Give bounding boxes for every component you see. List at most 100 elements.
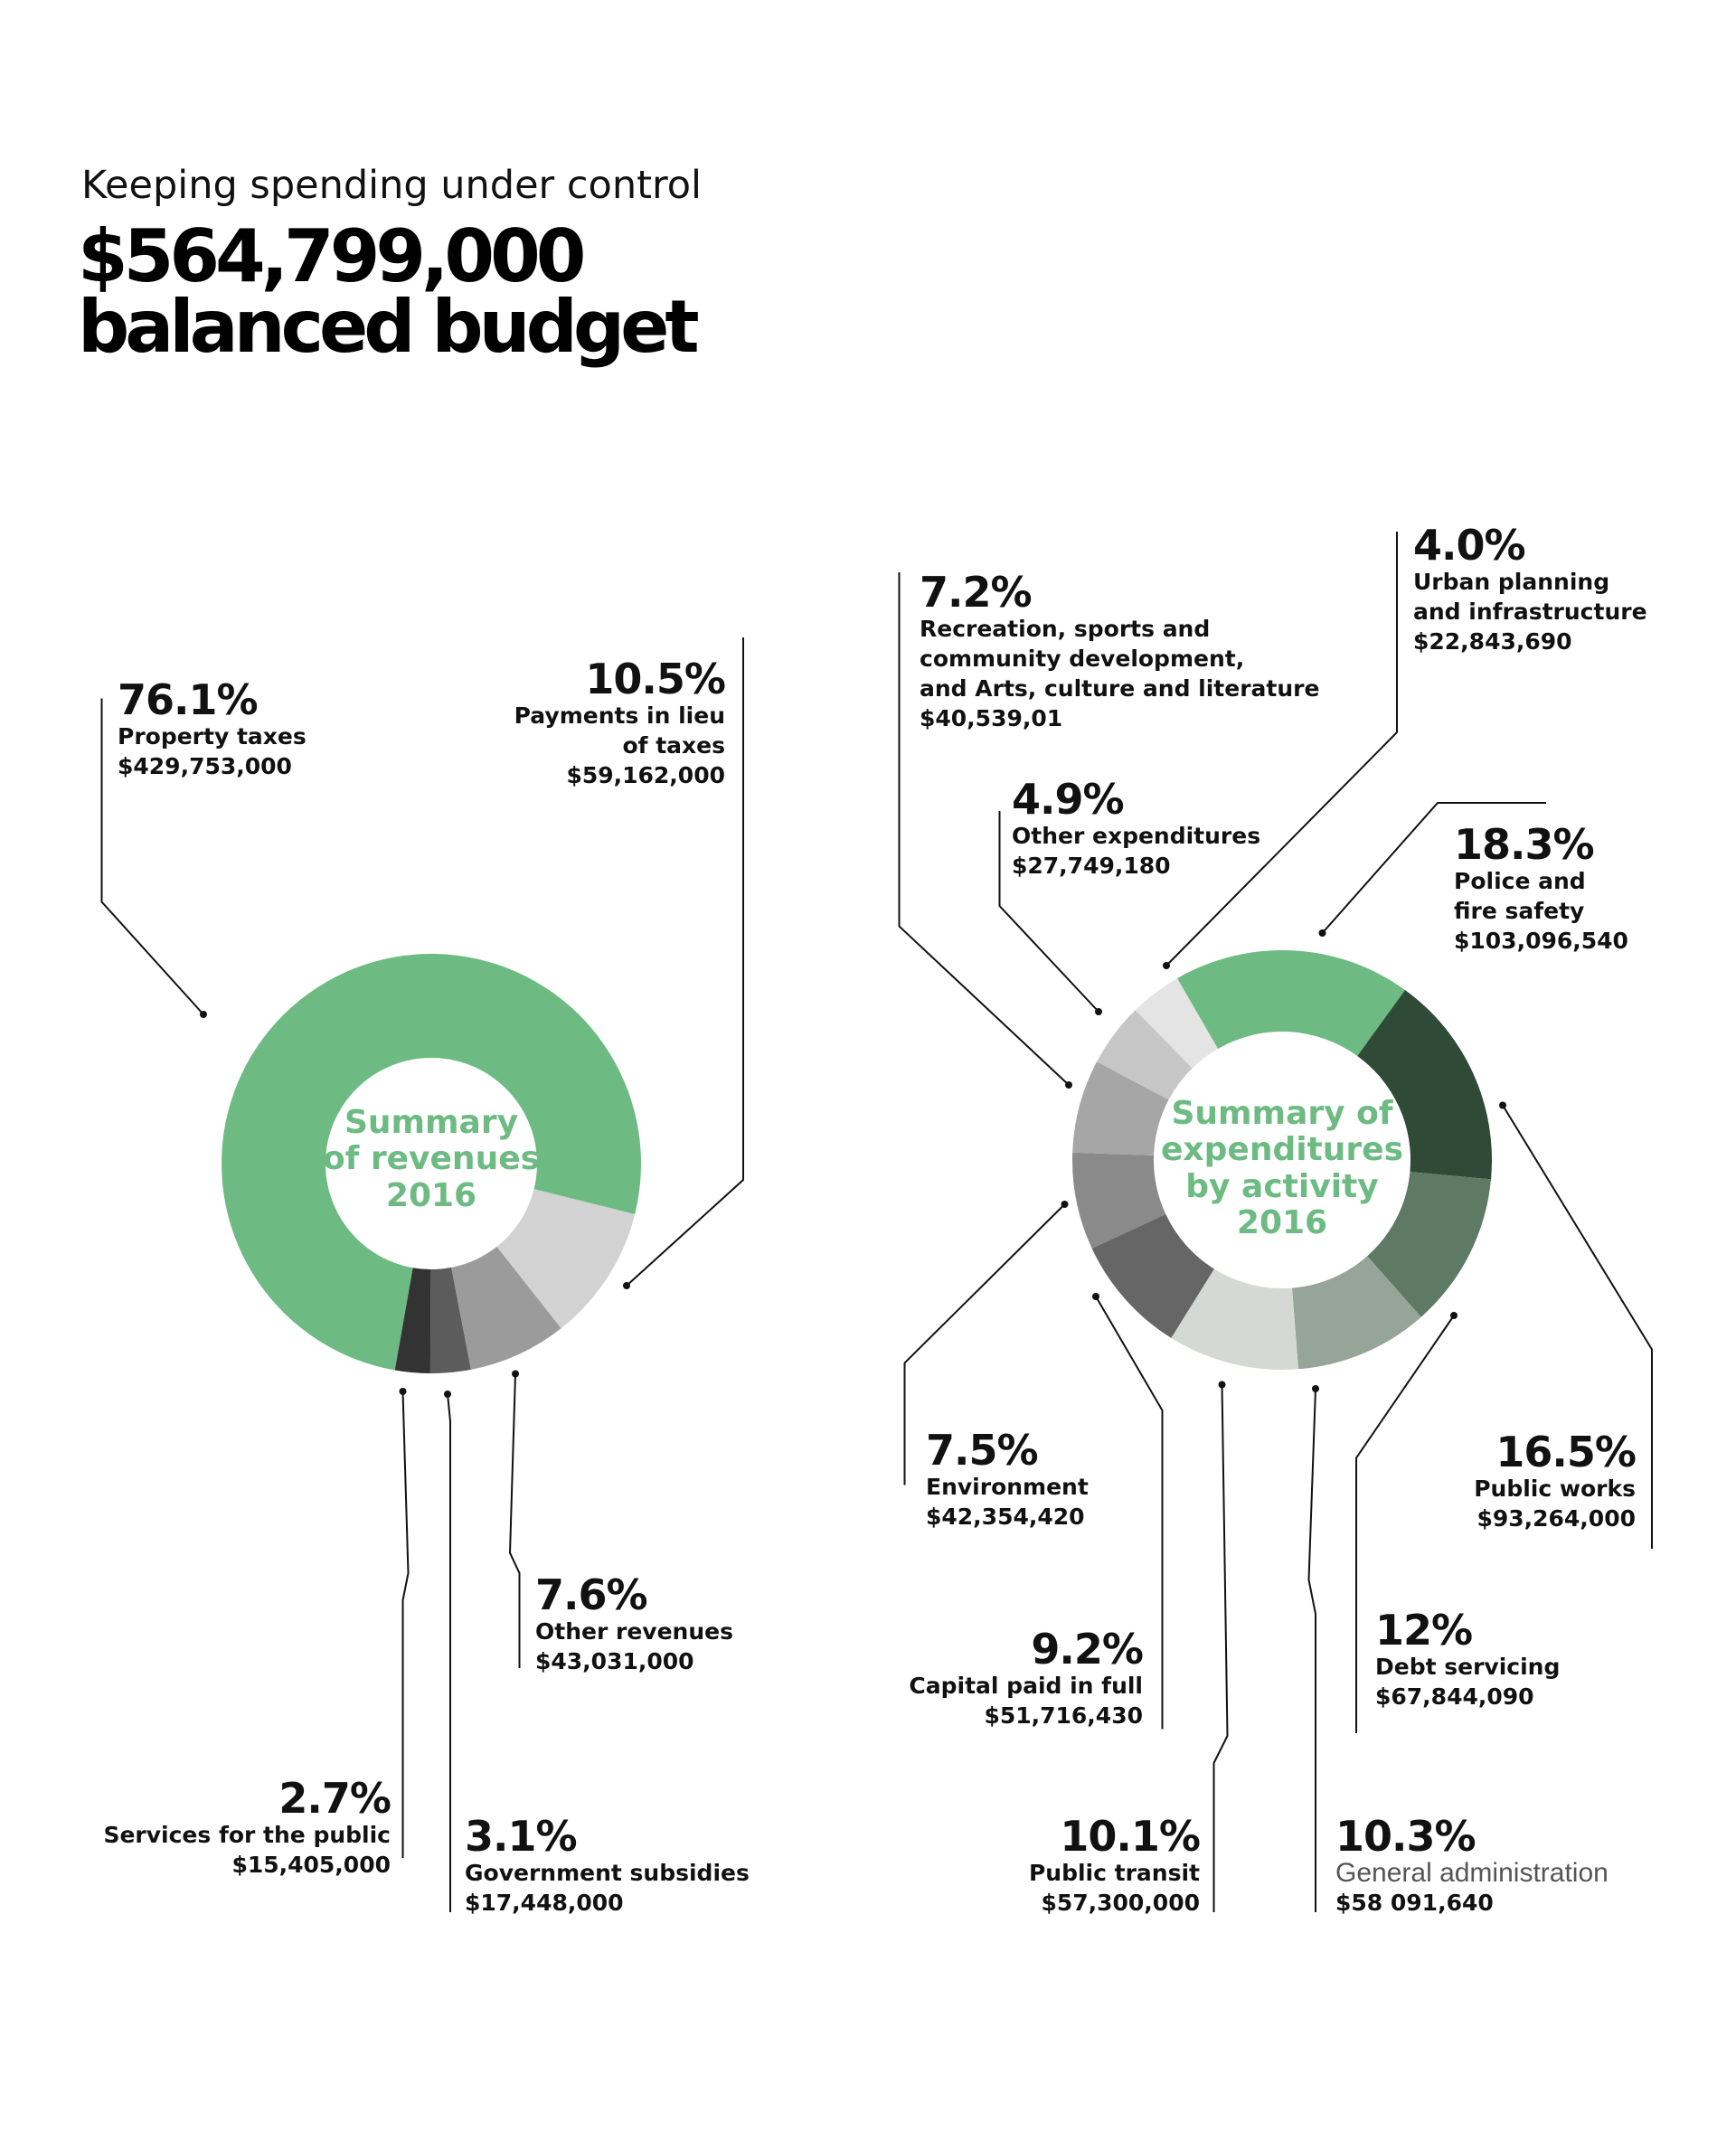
slice-label: 4.0% Urban planning and infrastructure $22… xyxy=(1413,523,1647,656)
percent-label: 16.5% xyxy=(1495,1428,1637,1476)
donut-slice xyxy=(496,1189,636,1329)
percent-label: 4.0% xyxy=(1413,521,1526,570)
category-label: Debt servicing xyxy=(1375,1654,1561,1681)
category-label: Services for the public xyxy=(103,1822,391,1849)
percent-label: 18.3% xyxy=(1454,820,1595,869)
donut-slice xyxy=(1135,978,1218,1069)
slice-label: 4.9% Other expenditures $27,749,180 xyxy=(1012,778,1260,881)
percent-label: 76.1% xyxy=(118,675,259,724)
leader-line xyxy=(508,1373,521,1668)
leader-line xyxy=(898,572,1070,1086)
donut-slice xyxy=(1177,950,1405,1056)
percent-label: 2.7% xyxy=(278,1774,392,1823)
leader-dot xyxy=(1061,1201,1069,1208)
amount-label: $51,716,430 xyxy=(984,1702,1143,1730)
amount-label: $67,844,090 xyxy=(1375,1683,1534,1711)
leader-dot xyxy=(399,1388,407,1395)
leader-line xyxy=(100,698,204,1015)
donut-slice xyxy=(394,1268,431,1373)
percent-label: 7.2% xyxy=(920,568,1033,617)
slice-label: 10.1% Public transit $57,300,000 xyxy=(1028,1812,1201,1918)
leader-line xyxy=(401,1391,410,1858)
amount-label: $27,749,180 xyxy=(1012,853,1171,880)
leader-dot xyxy=(1163,962,1170,969)
percent-label: 7.6% xyxy=(535,1570,648,1619)
amount-label: $22,843,690 xyxy=(1413,628,1572,655)
category-label: Other expenditures xyxy=(1012,823,1261,850)
leader-dot xyxy=(1092,1293,1099,1300)
slice-label: 12% Debt servicing $67,844,090 xyxy=(1375,1608,1560,1711)
percent-label: 7.5% xyxy=(926,1426,1039,1475)
category-label: Other revenues xyxy=(535,1618,733,1645)
category-label: Property taxes xyxy=(118,723,307,750)
leader-dot xyxy=(444,1391,451,1398)
percent-label: 9.2% xyxy=(1031,1625,1144,1674)
leader-line xyxy=(1095,1296,1164,1730)
slice-label: 7.2% Recreation, sports and community dev… xyxy=(920,570,1319,733)
slice-label: 76.1% Property taxes $429,753,000 xyxy=(118,678,307,781)
leader-line xyxy=(1212,1384,1229,1912)
slice-label: 7.5% Environment $42,354,420 xyxy=(926,1429,1089,1532)
donut-slice xyxy=(222,953,642,1371)
chart-title: Summary of revenues 2016 xyxy=(322,1104,541,1214)
amount-label: $429,753,000 xyxy=(118,753,292,780)
leader-line xyxy=(998,811,1099,1013)
category-label: Public transit xyxy=(1028,1860,1200,1887)
amount-label: $59,162,000 xyxy=(566,762,725,789)
leader-dot xyxy=(1095,1008,1102,1015)
category-label: Environment xyxy=(926,1474,1089,1501)
donut-slice xyxy=(1291,1256,1421,1370)
slice-label: 18.3% Police and fire safety $103,096,540 xyxy=(1454,823,1628,956)
leader-dot xyxy=(1218,1381,1226,1389)
leader-dot xyxy=(1499,1101,1506,1109)
donut-slice xyxy=(1091,1213,1214,1338)
slice-label: 10.3% General administration $58 091,640 xyxy=(1335,1815,1609,1918)
chart-title: Summary of expenditures by activity 2016 xyxy=(1161,1095,1403,1241)
slice-label: 16.5% Public works $93,264,000 xyxy=(1474,1428,1637,1533)
donut-slice xyxy=(1367,1172,1492,1317)
donut-slice xyxy=(1357,990,1492,1180)
slice-label: 7.6% Other revenues $43,031,000 xyxy=(535,1573,733,1676)
leader-dot xyxy=(1065,1081,1072,1089)
leader-dot xyxy=(1312,1385,1319,1392)
donut-slice xyxy=(429,1267,471,1373)
donut-slice xyxy=(1171,1268,1298,1370)
leader-dot xyxy=(623,1282,630,1289)
amount-label: $40,539,01 xyxy=(920,705,1063,732)
slice-label: 3.1% Government subsidies $17,448,000 xyxy=(465,1815,750,1918)
leader-line xyxy=(1321,802,1546,934)
leader-line xyxy=(903,1203,1066,1485)
percent-label: 4.9% xyxy=(1012,775,1125,824)
percent-label: 12% xyxy=(1375,1606,1473,1655)
category-label: Urban planning and infrastructure xyxy=(1413,569,1647,626)
amount-label: $15,405,000 xyxy=(231,1852,391,1879)
percent-label: 3.1% xyxy=(465,1812,578,1861)
category-label: General administration xyxy=(1335,1858,1609,1889)
category-label: Police and fire safety xyxy=(1454,868,1586,925)
leader-dot xyxy=(1318,929,1326,937)
category-label: Payments in lieu of taxes xyxy=(514,702,725,759)
leader-line xyxy=(1355,1315,1455,1733)
donut-slice xyxy=(1097,1010,1193,1100)
percent-label: 10.1% xyxy=(1060,1812,1201,1861)
leader-line xyxy=(1165,532,1398,966)
leader-line xyxy=(1307,1388,1316,1912)
leader-line xyxy=(447,1393,451,1912)
slice-label: 9.2% Capital paid in full $51,716,430 xyxy=(909,1625,1144,1730)
leader-dot xyxy=(1450,1312,1458,1319)
amount-label: $17,448,000 xyxy=(465,1890,624,1917)
leader-line xyxy=(1502,1104,1653,1549)
category-label: Public works xyxy=(1474,1476,1636,1503)
amount-label: $57,300,000 xyxy=(1041,1890,1200,1917)
leader-dot xyxy=(512,1370,519,1378)
amount-label: $103,096,540 xyxy=(1454,928,1628,955)
slice-label: 2.7% Services for the public $15,405,000 xyxy=(103,1774,392,1880)
category-label: Government subsidies xyxy=(465,1860,750,1887)
category-label: Capital paid in full xyxy=(909,1673,1143,1700)
amount-label: $93,264,000 xyxy=(1477,1505,1636,1532)
donut-slice xyxy=(451,1246,561,1370)
category-label: Recreation, sports and community develop… xyxy=(920,616,1320,702)
kicker: Keeping spending under control xyxy=(81,163,702,208)
slice-label: 10.5% Payments in lieu of taxes $59,162,00… xyxy=(514,657,726,790)
